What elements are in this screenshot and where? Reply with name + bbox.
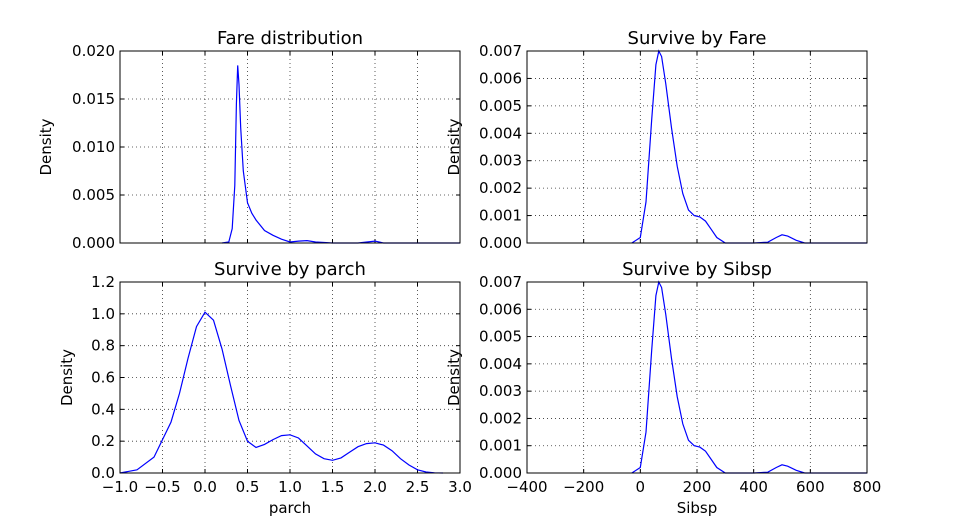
subplot-1: 0.000 0.005 0.010 0.015 0.020 Fare distributi… [37, 28, 461, 252]
y-tick-label: 0.000 [479, 234, 522, 252]
x-tick-label: −1.0 [102, 478, 138, 496]
y-tick-label: 0.0 [91, 464, 115, 482]
subplot-2: 0.000 0.001 0.002 0.003 0.004 0.005 0.006 0.007… [445, 28, 868, 252]
y-tick-label: 0.007 [479, 42, 522, 60]
y-tick-label: 1.0 [91, 305, 115, 323]
subplot-title: Fare distribution [217, 28, 363, 49]
y-axis-label: Density [58, 349, 76, 406]
subplot-title: Survive by Sibsp [622, 259, 772, 280]
y-tick-label: 0.007 [479, 273, 522, 291]
subplot-title: Survive by parch [214, 259, 366, 280]
axes-frame [526, 281, 868, 474]
x-tick-label: 2.0 [363, 478, 387, 496]
y-axis-label: Density [445, 349, 463, 406]
x-tick-label: 800 [853, 478, 882, 496]
y-tick-label: 0.004 [479, 355, 522, 373]
y-tick-label: 0.005 [72, 186, 115, 204]
x-tick-label: 0.0 [193, 478, 217, 496]
y-tick-label: 0.006 [479, 69, 522, 87]
x-tick-label: 1.5 [321, 478, 345, 496]
x-tick-label: 200 [683, 478, 712, 496]
y-tick-label: 0.003 [479, 152, 522, 170]
y-tick-label: 0.005 [479, 97, 522, 115]
x-tick-label: −400 [506, 478, 547, 496]
x-tick-label: 0.5 [236, 478, 260, 496]
x-tick-label: 2.5 [406, 478, 430, 496]
y-tick-label: 0.8 [91, 337, 115, 355]
y-tick-label: 0.000 [479, 464, 522, 482]
y-tick-label: 0.002 [479, 409, 522, 427]
y-axis-label: Density [445, 118, 463, 175]
y-tick-label: 0.4 [91, 400, 115, 418]
subplot-title: Survive by Fare [628, 28, 767, 49]
y-tick-label: 0.6 [91, 369, 115, 387]
x-tick-label: 600 [796, 478, 825, 496]
axes-frame [526, 50, 868, 244]
y-tick-label: 0.2 [91, 432, 115, 450]
y-tick-label: 0.006 [479, 300, 522, 318]
y-tick-label: 0.000 [72, 234, 115, 252]
x-axis-label: Sibsp [677, 499, 718, 517]
x-axis-label: parch [269, 499, 311, 517]
density-curve [221, 65, 460, 244]
subplot-4: 0.000 0.001 0.002 0.003 0.004 0.005 0.006 0.007… [445, 259, 881, 517]
density-curve [631, 49, 867, 244]
x-tick-label: −200 [563, 478, 604, 496]
x-tick-label: 1.0 [278, 478, 302, 496]
x-tick-label: −0.5 [144, 478, 180, 496]
y-axis-label: Density [37, 118, 55, 175]
x-tick-label: 3.0 [448, 478, 472, 496]
y-tick-label: 0.015 [72, 90, 115, 108]
density-curve [631, 280, 867, 474]
x-tick-label: 400 [739, 478, 768, 496]
x-tick-label: 0 [636, 478, 646, 496]
axes-frame [119, 50, 461, 244]
axes-frame [119, 281, 461, 474]
y-tick-label: 0.020 [72, 42, 115, 60]
y-tick-label: 0.001 [479, 207, 522, 225]
y-tick-label: 0.002 [479, 179, 522, 197]
subplot-3: 0.0 0.2 0.4 0.6 0.8 1.0 1.2 −1.0 −0.5 0.0 0.5 1.0 1.… [58, 259, 472, 517]
y-tick-label: 0.005 [479, 328, 522, 346]
density-curve [119, 311, 444, 474]
y-tick-label: 1.2 [91, 273, 115, 291]
y-tick-label: 0.010 [72, 138, 115, 156]
y-tick-label: 0.001 [479, 437, 522, 455]
y-tick-label: 0.004 [479, 124, 522, 142]
y-tick-label: 0.003 [479, 382, 522, 400]
